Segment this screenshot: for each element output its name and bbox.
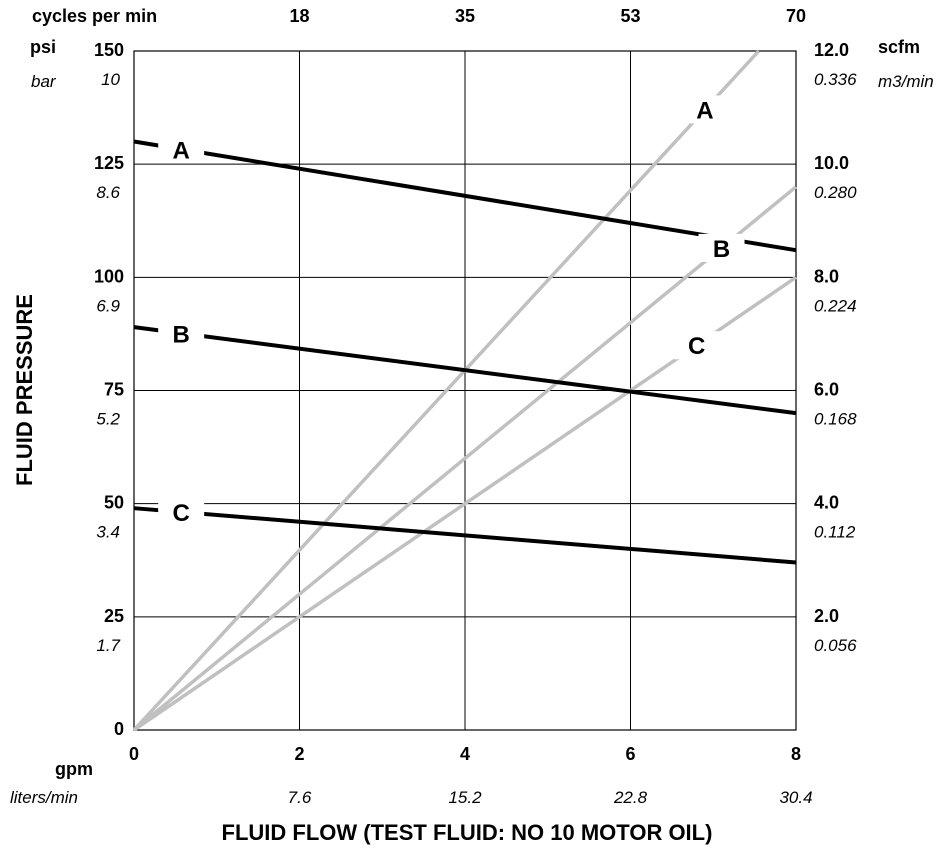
air-label-a-bg (681, 95, 728, 124)
y-alt-tick-label: 8.6 (96, 183, 120, 202)
y2-tick-label: 10.0 (814, 153, 849, 173)
y2-alt-tick-label: 0.224 (814, 296, 857, 315)
pressure-label-b-bg (158, 319, 205, 348)
y2-alt-tick-label: 0.336 (814, 70, 857, 89)
y-alt-tick-label: 10 (101, 70, 120, 89)
x-alt-tick-label: 30.4 (779, 788, 812, 807)
y-tick-label: 50 (104, 493, 124, 513)
pressure-label-c-bg (158, 498, 205, 527)
top-unit-label: cycles per min (32, 6, 157, 26)
y-tick-label: 25 (104, 606, 124, 626)
y-tick-label: 150 (94, 40, 124, 60)
x-unit-label: gpm (55, 759, 93, 779)
top-tick-label: 53 (620, 6, 640, 26)
y2-tick-label: 8.0 (814, 266, 839, 286)
x-tick-label: 4 (460, 744, 470, 764)
grid (133, 50, 797, 731)
y2-unit-label: scfm (878, 37, 920, 57)
air-label-b: B (713, 236, 730, 263)
y2-alt-tick-label: 0.056 (814, 636, 857, 655)
air-label-c: C (688, 333, 705, 360)
air-line-a (132, 49, 761, 732)
y-alt-tick-label: 3.4 (96, 523, 120, 542)
y-tick-label: 75 (104, 380, 124, 400)
top-tick-label: 70 (786, 6, 806, 26)
x-alt-tick-label: 15.2 (448, 788, 482, 807)
y2-alt-tick-label: 0.280 (814, 183, 857, 202)
pressure-label-c: C (172, 500, 189, 527)
x-tick-label: 0 (129, 744, 139, 764)
y-alt-tick-label: 5.2 (96, 410, 120, 429)
y-alt-unit-label: bar (31, 72, 57, 91)
x-axis-title: FLUID FLOW (TEST FLUID: NO 10 MOTOR OIL) (222, 820, 713, 845)
y-alt-tick-label: 1.7 (96, 636, 120, 655)
fluid-pressure-lines (133, 139, 797, 565)
x-alt-tick-label: 7.6 (288, 788, 312, 807)
air-line-b (132, 185, 798, 732)
y-unit-label: psi (30, 37, 56, 57)
top-tick-label: 18 (289, 6, 309, 26)
air-label-a: A (696, 97, 713, 124)
y2-alt-tick-label: 0.168 (814, 410, 857, 429)
y2-alt-tick-label: 0.112 (814, 523, 856, 542)
y2-tick-label: 12.0 (814, 40, 849, 60)
y-axis-title: FLUID PRESSURE (12, 294, 37, 486)
x-alt-unit-label: liters/min (10, 788, 78, 807)
pressure-label-a: A (172, 137, 189, 164)
x-tick-label: 8 (791, 744, 801, 764)
y2-tick-label: 4.0 (814, 493, 839, 513)
x-tick-label: 6 (625, 744, 635, 764)
y2-tick-label: 6.0 (814, 380, 839, 400)
y2-tick-label: 2.0 (814, 606, 839, 626)
curve-labels: A B C A B C (158, 95, 745, 527)
top-tick-label: 35 (455, 6, 475, 26)
y2-alt-unit-label: m3/min (878, 72, 934, 91)
air-label-b-bg (698, 233, 745, 262)
pressure-line-b (133, 325, 797, 416)
air-label-c-bg (673, 331, 720, 360)
pressure-label-a-bg (158, 135, 205, 164)
x-alt-tick-label: 22.8 (613, 788, 648, 807)
y-tick-label: 100 (94, 266, 124, 286)
pressure-line-a (133, 139, 797, 253)
y-tick-label: 125 (94, 153, 124, 173)
x-tick-label: 2 (294, 744, 304, 764)
tick-labels: 0 2 4 6 8 7.6 15.2 22.8 30.4 18 35 53 70 0 25 1.7 50 3.4 7… (94, 6, 857, 807)
pressure-line-c (133, 506, 797, 565)
y-tick-label: 0 (114, 719, 124, 739)
y-alt-tick-label: 6.9 (96, 296, 120, 315)
pressure-label-b: B (172, 321, 189, 348)
